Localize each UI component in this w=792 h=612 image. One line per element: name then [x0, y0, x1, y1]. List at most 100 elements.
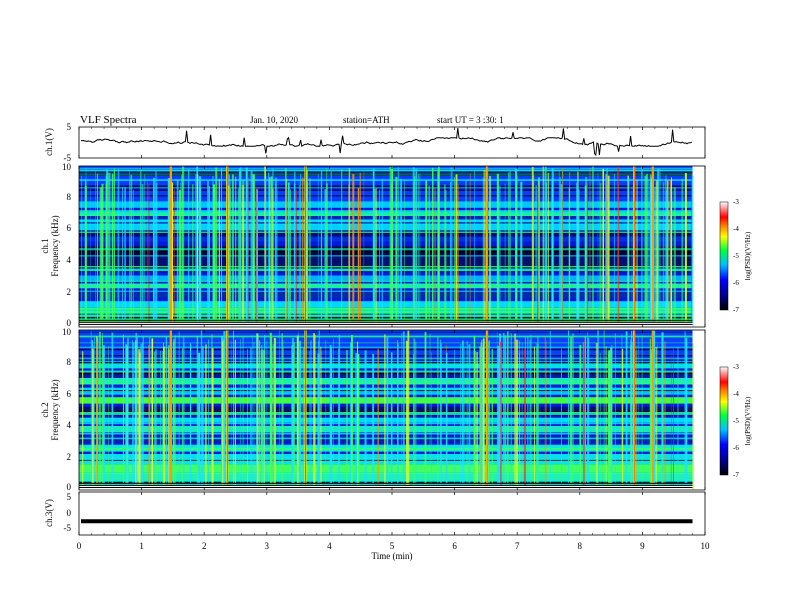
spheric-streak [291, 338, 294, 490]
spheric-streak [205, 344, 207, 490]
spheric-streak [264, 335, 266, 490]
spheric-streak [671, 177, 672, 327]
spheric-streak [208, 339, 209, 490]
spheric-streak [196, 335, 199, 490]
spheric-streak [546, 182, 548, 327]
frequency-line [79, 195, 693, 197]
ch3-waveform-panel: 5 0 -5 ch.3(V) [44, 491, 706, 536]
spheric-streak [318, 330, 320, 490]
spheric-streak [515, 168, 518, 327]
strong-event-core [652, 166, 654, 327]
spheric-streak [259, 340, 261, 490]
frequency-line [79, 365, 693, 367]
spheric-streak [429, 333, 431, 490]
spheric-streak [93, 345, 94, 490]
spheric-streak [183, 343, 185, 490]
spheric-streak [182, 336, 185, 490]
frequency-line [79, 270, 693, 272]
spheric-streak [198, 353, 201, 490]
frequency-line [79, 280, 693, 282]
spheric-streak [105, 183, 107, 327]
frequency-band [79, 371, 693, 378]
time-axis-label: Time (min) [372, 551, 413, 561]
spheric-streak [133, 189, 134, 327]
spheric-streak [208, 186, 210, 327]
ch3-ytick-zero: 0 [67, 508, 72, 518]
spheric-streak [222, 341, 224, 490]
spheric-streak [585, 176, 588, 327]
spheric-streak [657, 343, 658, 490]
frequency-line [79, 346, 693, 348]
spheric-streak [372, 168, 375, 327]
spheric-streak [155, 182, 158, 327]
spheric-streak [428, 185, 430, 327]
spheric-streak [402, 331, 405, 490]
spheric-streak [300, 174, 302, 327]
spheric-streak [352, 173, 355, 327]
spheric-streak [377, 348, 379, 490]
spheric-streak [655, 180, 659, 327]
spheric-streak [509, 188, 511, 327]
spheric-streak [227, 185, 230, 327]
spheric-streak [252, 174, 255, 327]
spheric-streak [529, 339, 531, 490]
spheric-streak [617, 166, 620, 327]
spheric-streak [413, 338, 416, 490]
spheric-streak [415, 168, 418, 327]
frequency-band [79, 291, 693, 298]
spheric-streak [692, 175, 694, 327]
ch1-ylabel-frequency: Frequency (kHz) [50, 215, 60, 276]
ch3-waveform-frame [78, 491, 706, 536]
spheric-streak [672, 186, 674, 327]
spheric-streak [599, 180, 601, 327]
spheric-streak [538, 177, 540, 327]
spheric-streak [638, 335, 639, 490]
spheric-streak [600, 182, 602, 327]
spheric-streak [523, 348, 526, 490]
spheric-streak [673, 345, 674, 490]
xtick-5: 5 [390, 541, 395, 551]
spheric-streak [415, 341, 417, 490]
spheric-streak [357, 188, 360, 327]
strong-event-core [226, 330, 228, 490]
spheric-streak [407, 330, 410, 490]
frequency-band [79, 445, 693, 452]
spheric-streak [649, 181, 652, 327]
spheric-streak [264, 179, 267, 327]
spheric-streak [439, 339, 442, 490]
spectrogram-baseline-line [79, 321, 693, 323]
spheric-streak [381, 178, 384, 327]
spheric-streak [602, 168, 604, 327]
spheric-streak [192, 184, 194, 327]
frequency-line [79, 210, 693, 211]
frequency-line [79, 255, 693, 257]
spheric-streak [584, 336, 586, 490]
ch3-ytick-bottom: -5 [64, 523, 72, 533]
strong-event-core [305, 330, 306, 490]
start-time-label: start UT = 3 :30: 1 [437, 115, 504, 125]
spheric-streak [202, 345, 204, 490]
spheric-streak [561, 348, 562, 490]
date-label: Jan. 10, 2020 [250, 115, 298, 125]
spheric-streak [674, 187, 676, 327]
spheric-streak [521, 181, 523, 327]
spheric-streak [338, 348, 339, 490]
frequency-band [79, 378, 693, 385]
frequency-line [79, 314, 693, 316]
frequency-line [79, 335, 693, 338]
spheric-streak [570, 336, 572, 490]
spheric-streak [485, 171, 486, 327]
spheric-streak [140, 169, 142, 327]
spheric-streak [445, 352, 448, 490]
spheric-streak [395, 176, 398, 327]
frequency-line [79, 312, 693, 314]
frequency-band [79, 283, 693, 289]
spheric-streak [314, 335, 316, 490]
spheric-streak [372, 353, 375, 490]
spheric-streak [425, 180, 428, 327]
spheric-streak [666, 189, 669, 327]
spheric-streak [99, 331, 101, 490]
spheric-streak [133, 342, 135, 490]
frequency-band [79, 201, 693, 208]
frequency-band [79, 418, 693, 423]
